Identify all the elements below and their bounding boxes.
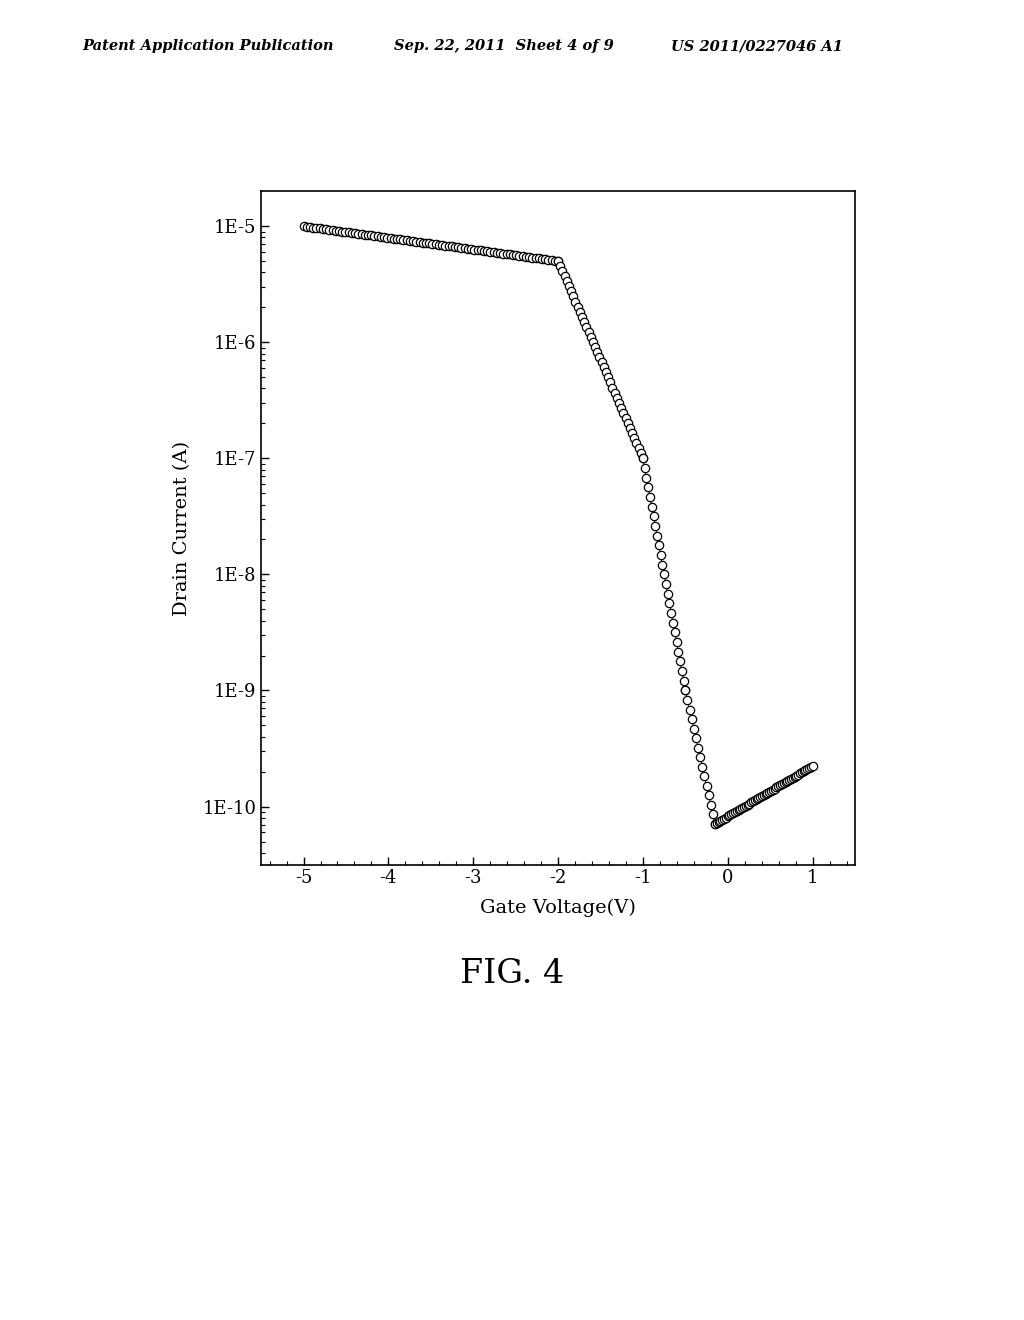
Text: Sep. 22, 2011  Sheet 4 of 9: Sep. 22, 2011 Sheet 4 of 9 xyxy=(394,40,614,53)
Text: Patent Application Publication: Patent Application Publication xyxy=(82,40,334,53)
Text: FIG. 4: FIG. 4 xyxy=(460,958,564,990)
Y-axis label: Drain Current (A): Drain Current (A) xyxy=(173,441,191,615)
X-axis label: Gate Voltage(V): Gate Voltage(V) xyxy=(480,899,636,917)
Text: US 2011/0227046 A1: US 2011/0227046 A1 xyxy=(671,40,843,53)
